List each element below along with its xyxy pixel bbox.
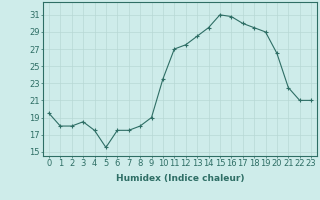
X-axis label: Humidex (Indice chaleur): Humidex (Indice chaleur): [116, 174, 244, 183]
